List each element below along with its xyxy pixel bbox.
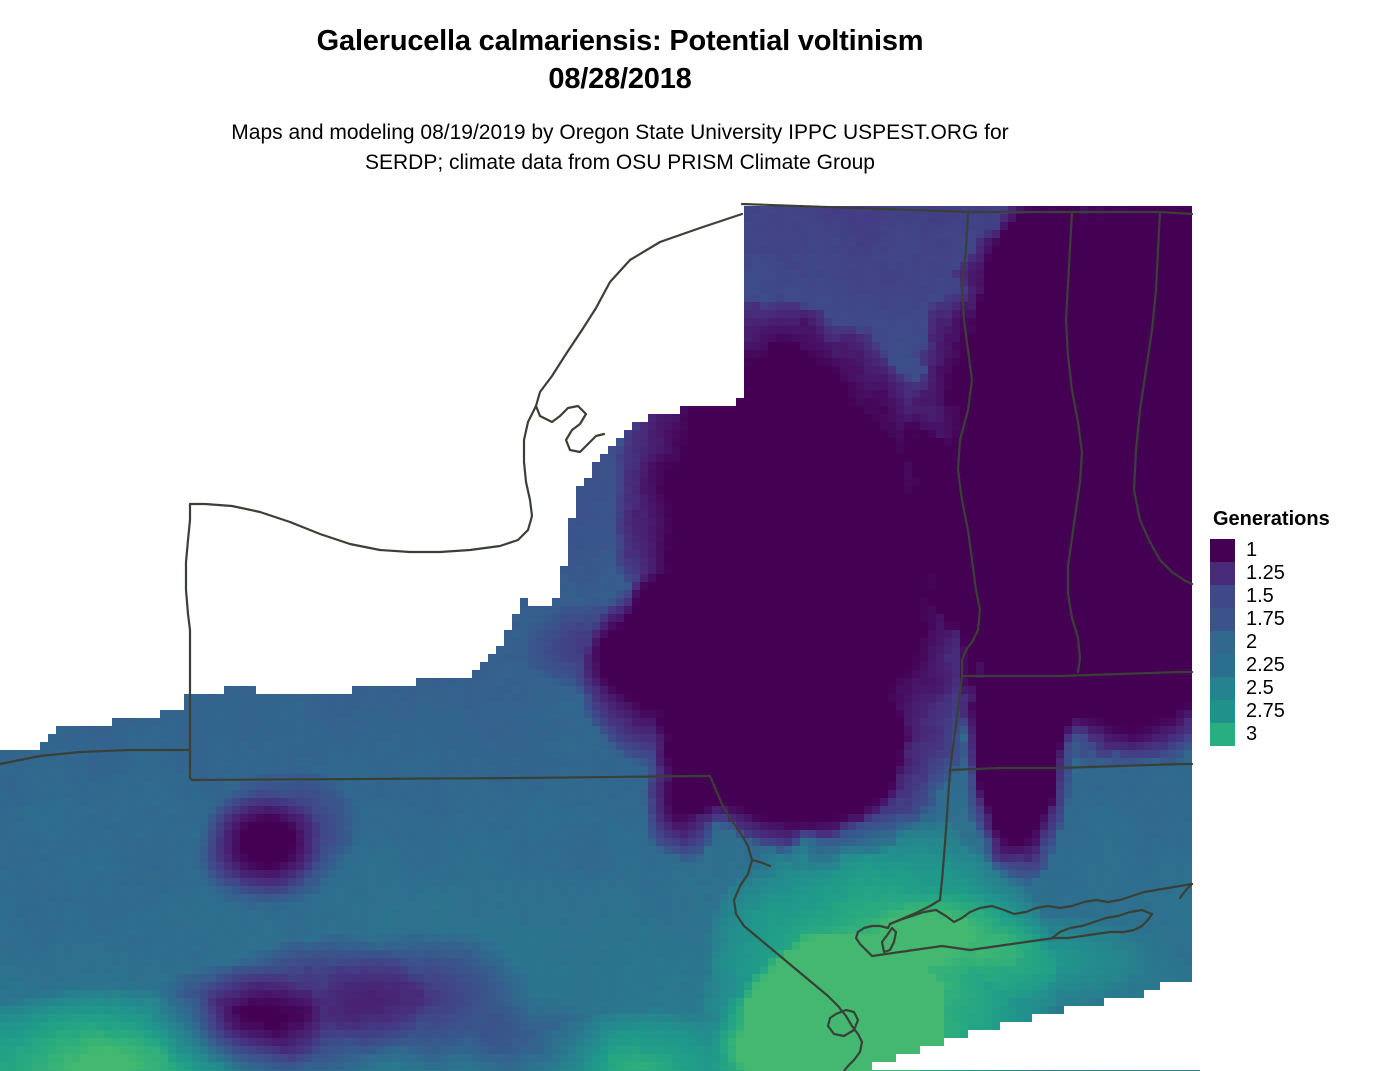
legend-label-1.25: 1.25 bbox=[1246, 562, 1285, 584]
title-block: Galerucella calmariensis: Potential volt… bbox=[0, 22, 1240, 99]
legend-label-2.25: 2.25 bbox=[1246, 654, 1285, 676]
page-subtitle: Maps and modeling 08/19/2019 by Oregon S… bbox=[231, 121, 1009, 175]
legend: Generations 1 1.25 1.5 1.75 2 2.25 2.5 2.75 3 bbox=[1210, 508, 1390, 746]
page-title: Galerucella calmariensis: Potential volt… bbox=[316, 25, 924, 96]
legend-swatch-3 bbox=[1210, 723, 1235, 746]
legend-body: 1 1.25 1.5 1.75 2 2.25 2.5 2.75 3 bbox=[1210, 539, 1390, 746]
legend-colorbar bbox=[1210, 539, 1235, 746]
legend-swatch-2.25 bbox=[1210, 654, 1235, 677]
legend-label-2: 2 bbox=[1246, 631, 1258, 653]
legend-label-2.5: 2.5 bbox=[1246, 677, 1274, 699]
legend-tick-labels: 1 1.25 1.5 1.75 2 2.25 2.5 2.75 3 bbox=[1246, 539, 1390, 746]
legend-title: Generations bbox=[1213, 508, 1330, 530]
legend-label-2.75: 2.75 bbox=[1246, 700, 1285, 722]
map-raster-area[interactable] bbox=[0, 190, 1200, 1071]
voltinism-raster-canvas[interactable] bbox=[0, 190, 1200, 1071]
legend-label-1: 1 bbox=[1246, 539, 1258, 561]
legend-label-1.5: 1.5 bbox=[1246, 585, 1274, 607]
legend-swatch-1.5 bbox=[1210, 585, 1235, 608]
legend-swatch-2 bbox=[1210, 631, 1235, 654]
legend-label-1.75: 1.75 bbox=[1246, 608, 1285, 630]
legend-swatch-2.5 bbox=[1210, 677, 1235, 700]
legend-swatch-2.75 bbox=[1210, 700, 1235, 723]
legend-swatch-1.25 bbox=[1210, 562, 1235, 585]
legend-swatch-1.75 bbox=[1210, 608, 1235, 631]
legend-swatch-1 bbox=[1210, 539, 1235, 562]
legend-label-3: 3 bbox=[1246, 723, 1258, 745]
